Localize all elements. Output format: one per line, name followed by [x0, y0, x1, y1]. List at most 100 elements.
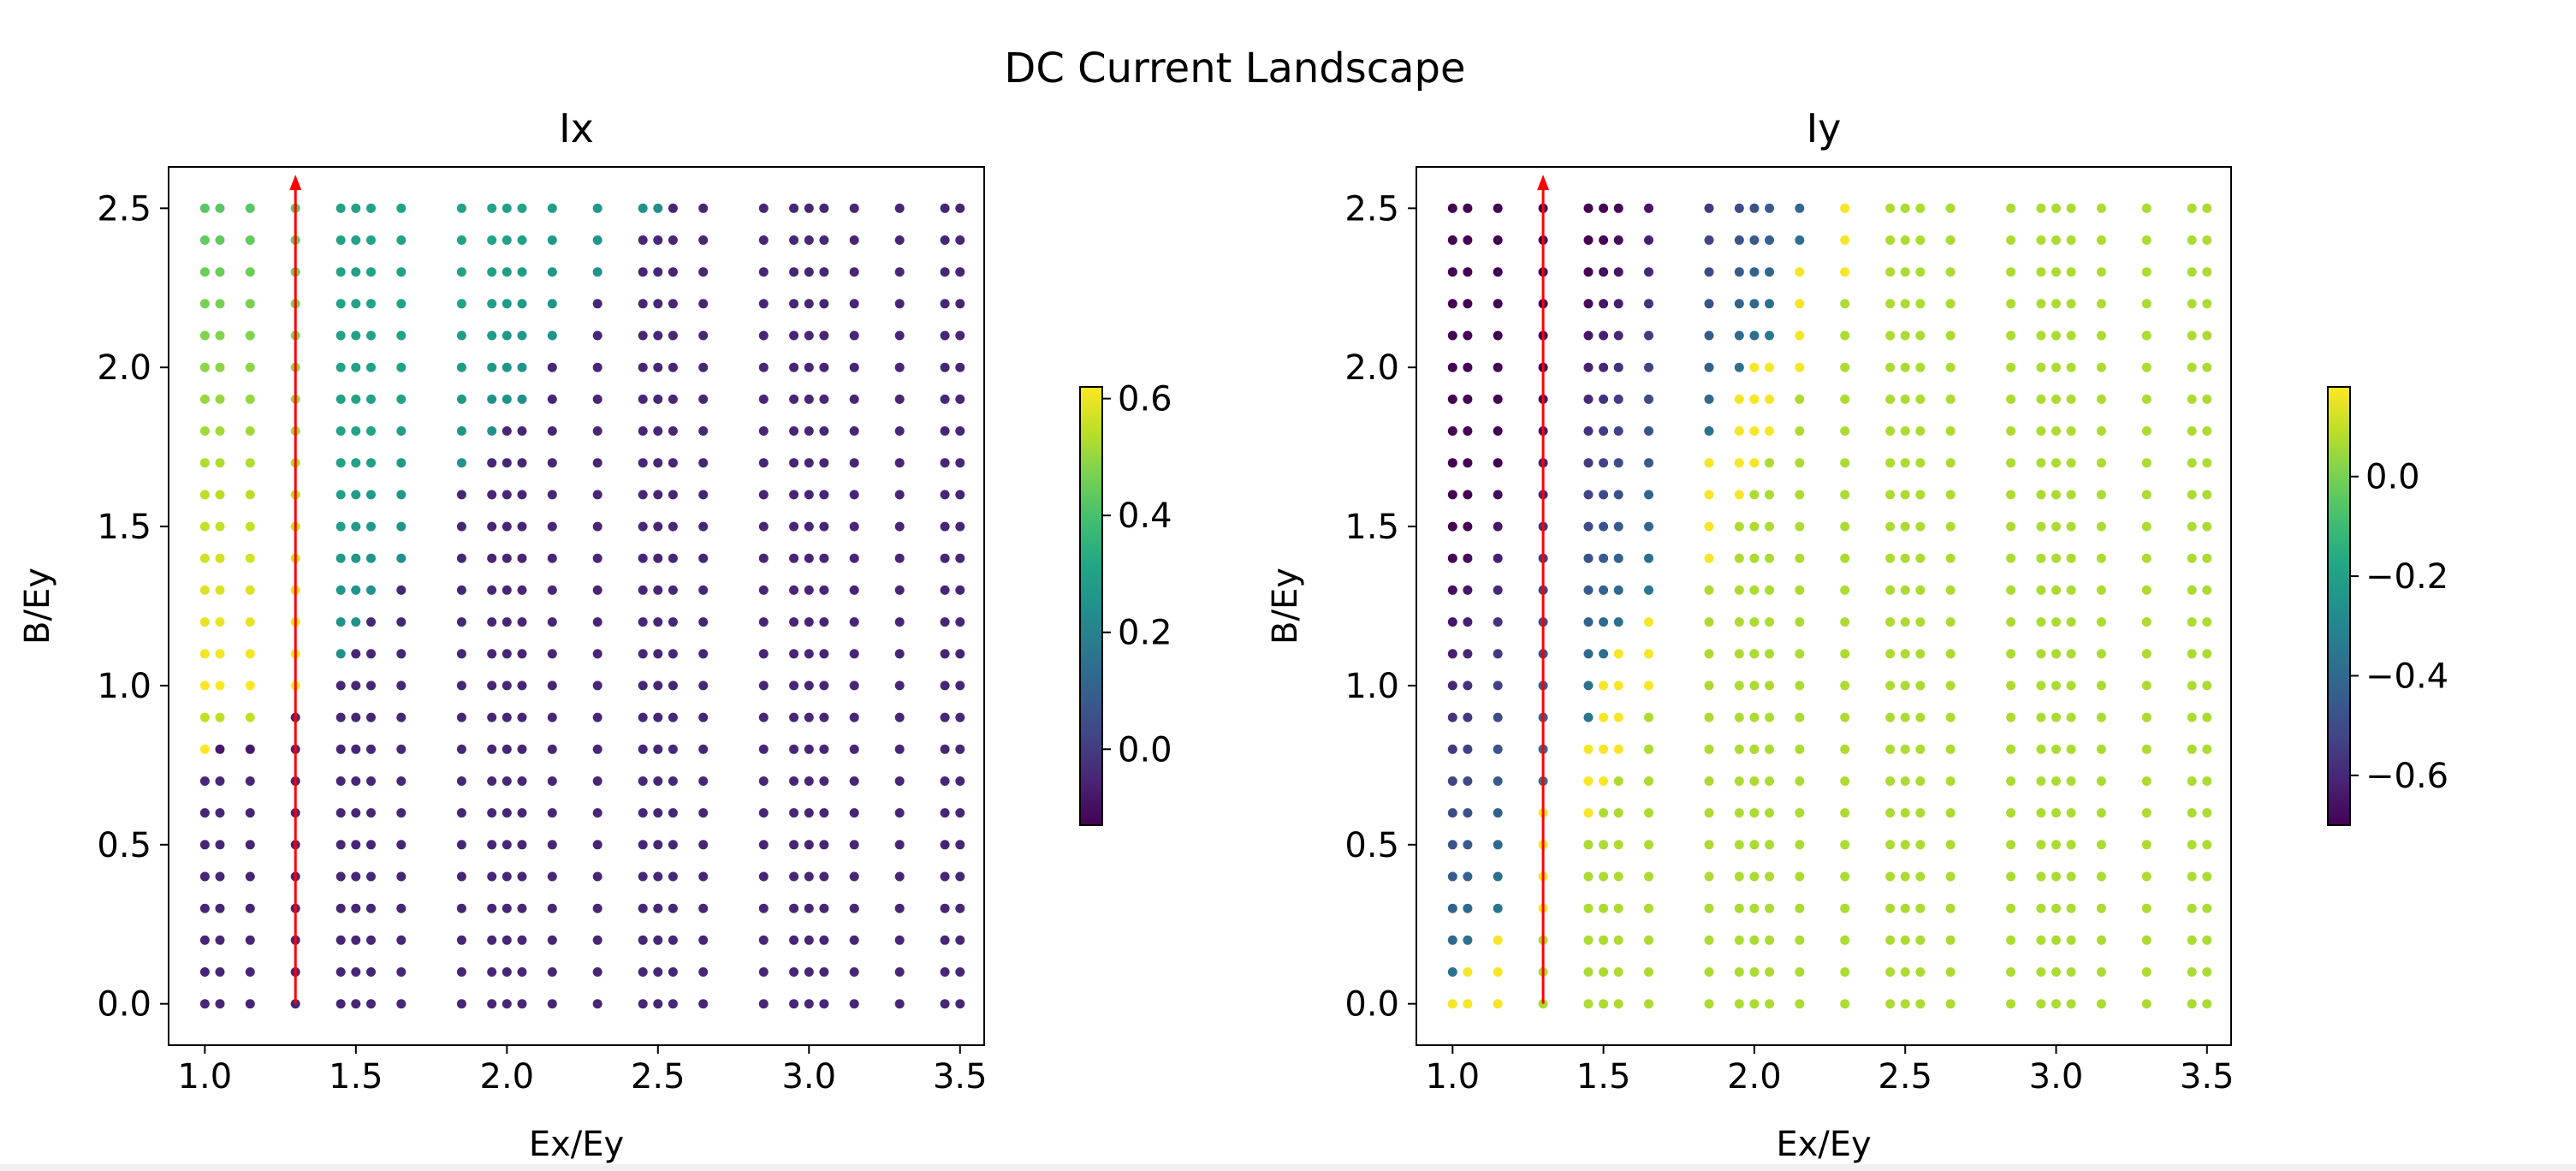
- scatter-point: [487, 585, 497, 595]
- scatter-point: [1885, 330, 1896, 341]
- scatter-point: [668, 235, 678, 245]
- scatter-point: [1915, 871, 1926, 882]
- scatter-point: [1795, 903, 1805, 913]
- scatter-point: [1945, 330, 1956, 341]
- scatter-point: [2096, 999, 2106, 1009]
- scatter-point: [456, 458, 466, 468]
- scatter-point: [2202, 935, 2212, 945]
- x-tick-label: 2.5: [1878, 1057, 1932, 1097]
- scatter-point: [396, 553, 407, 563]
- scatter-point: [1915, 299, 1926, 309]
- scatter-point: [456, 967, 466, 977]
- scatter-point: [335, 330, 346, 341]
- scatter-point: [592, 903, 602, 913]
- scatter-point: [199, 903, 210, 913]
- scatter-point: [804, 999, 814, 1009]
- scatter-point: [2141, 999, 2152, 1009]
- scatter-point: [215, 490, 225, 500]
- scatter-point: [1704, 203, 1714, 213]
- scatter-point: [1613, 681, 1623, 691]
- scatter-point: [351, 935, 361, 945]
- scatter-point: [2006, 458, 2016, 468]
- scatter-point: [502, 840, 512, 850]
- scatter-point: [517, 394, 527, 404]
- scatter-point: [789, 426, 799, 436]
- scatter-point: [1583, 521, 1594, 532]
- scatter-point: [2202, 203, 2212, 213]
- scatter-point: [487, 267, 497, 277]
- scatter-point: [849, 235, 859, 245]
- scatter-point: [2187, 235, 2197, 245]
- scatter-point: [1493, 490, 1503, 500]
- scatter-point: [940, 776, 950, 786]
- scatter-point: [517, 999, 527, 1009]
- scatter-point: [894, 840, 905, 850]
- scatter-point: [351, 585, 361, 595]
- scatter-point: [592, 299, 602, 309]
- scatter-point: [1885, 235, 1896, 245]
- scatter-point: [456, 299, 466, 309]
- scatter-point: [2006, 744, 2016, 754]
- scatter-point: [2096, 394, 2106, 404]
- scatter-point: [335, 999, 346, 1009]
- scatter-point: [1840, 299, 1850, 309]
- scatter-point: [502, 203, 512, 213]
- scatter-point: [789, 712, 799, 722]
- scatter-point: [1900, 203, 1910, 213]
- scatter-point: [547, 394, 557, 404]
- scatter-point: [1885, 712, 1896, 722]
- scatter-point: [2141, 776, 2152, 786]
- scatter-point: [1840, 744, 1850, 754]
- scatter-point: [456, 808, 466, 818]
- scatter-point: [1900, 553, 1910, 563]
- scatter-point: [1599, 362, 1609, 372]
- scatter-point: [1463, 935, 1473, 945]
- scatter-point: [1493, 330, 1503, 341]
- scatter-point: [366, 681, 376, 691]
- scatter-point: [2141, 426, 2152, 436]
- scatter-point: [592, 617, 602, 627]
- scatter-point: [502, 490, 512, 500]
- scatter-point: [335, 967, 346, 977]
- scatter-point: [1599, 999, 1609, 1009]
- scatter-point: [396, 649, 407, 659]
- scatter-point: [1583, 203, 1594, 213]
- scatter-point: [2141, 903, 2152, 913]
- scatter-point: [1945, 299, 1956, 309]
- scatter-point: [789, 681, 799, 691]
- scatter-point: [2051, 840, 2061, 850]
- y-tick-label: 0.5: [1344, 826, 1399, 865]
- scatter-point: [698, 967, 709, 977]
- scatter-point: [1945, 681, 1956, 691]
- scatter-point: [2006, 235, 2016, 245]
- scatter-point: [1613, 521, 1623, 532]
- scatter-point: [335, 458, 346, 468]
- scatter-point: [804, 299, 814, 309]
- scatter-point: [1704, 840, 1714, 850]
- scatter-point: [1795, 935, 1805, 945]
- scatter-point: [290, 999, 300, 1009]
- scatter-point: [396, 521, 407, 532]
- scatter-point: [1704, 267, 1714, 277]
- scatter-point: [1704, 999, 1714, 1009]
- scatter-point: [2141, 712, 2152, 722]
- scatter-point: [1900, 808, 1910, 818]
- scatter-point: [668, 267, 678, 277]
- scatter-point: [1915, 235, 1926, 245]
- scatter-point: [1644, 267, 1653, 277]
- scatter-point: [245, 649, 255, 659]
- scatter-point: [1885, 871, 1896, 882]
- scatter-point: [547, 553, 557, 563]
- scatter-point: [1447, 967, 1457, 977]
- scatter-point: [758, 903, 769, 913]
- scatter-point: [894, 267, 905, 277]
- scatter-point: [940, 458, 950, 468]
- scatter-point: [592, 394, 602, 404]
- scatter-point: [1734, 426, 1744, 436]
- scatter-point: [2066, 617, 2076, 627]
- scatter-point: [1795, 999, 1805, 1009]
- scatter-point: [2036, 330, 2046, 341]
- scatter-point: [487, 458, 497, 468]
- scatter-point: [894, 362, 905, 372]
- scatter-point: [456, 681, 466, 691]
